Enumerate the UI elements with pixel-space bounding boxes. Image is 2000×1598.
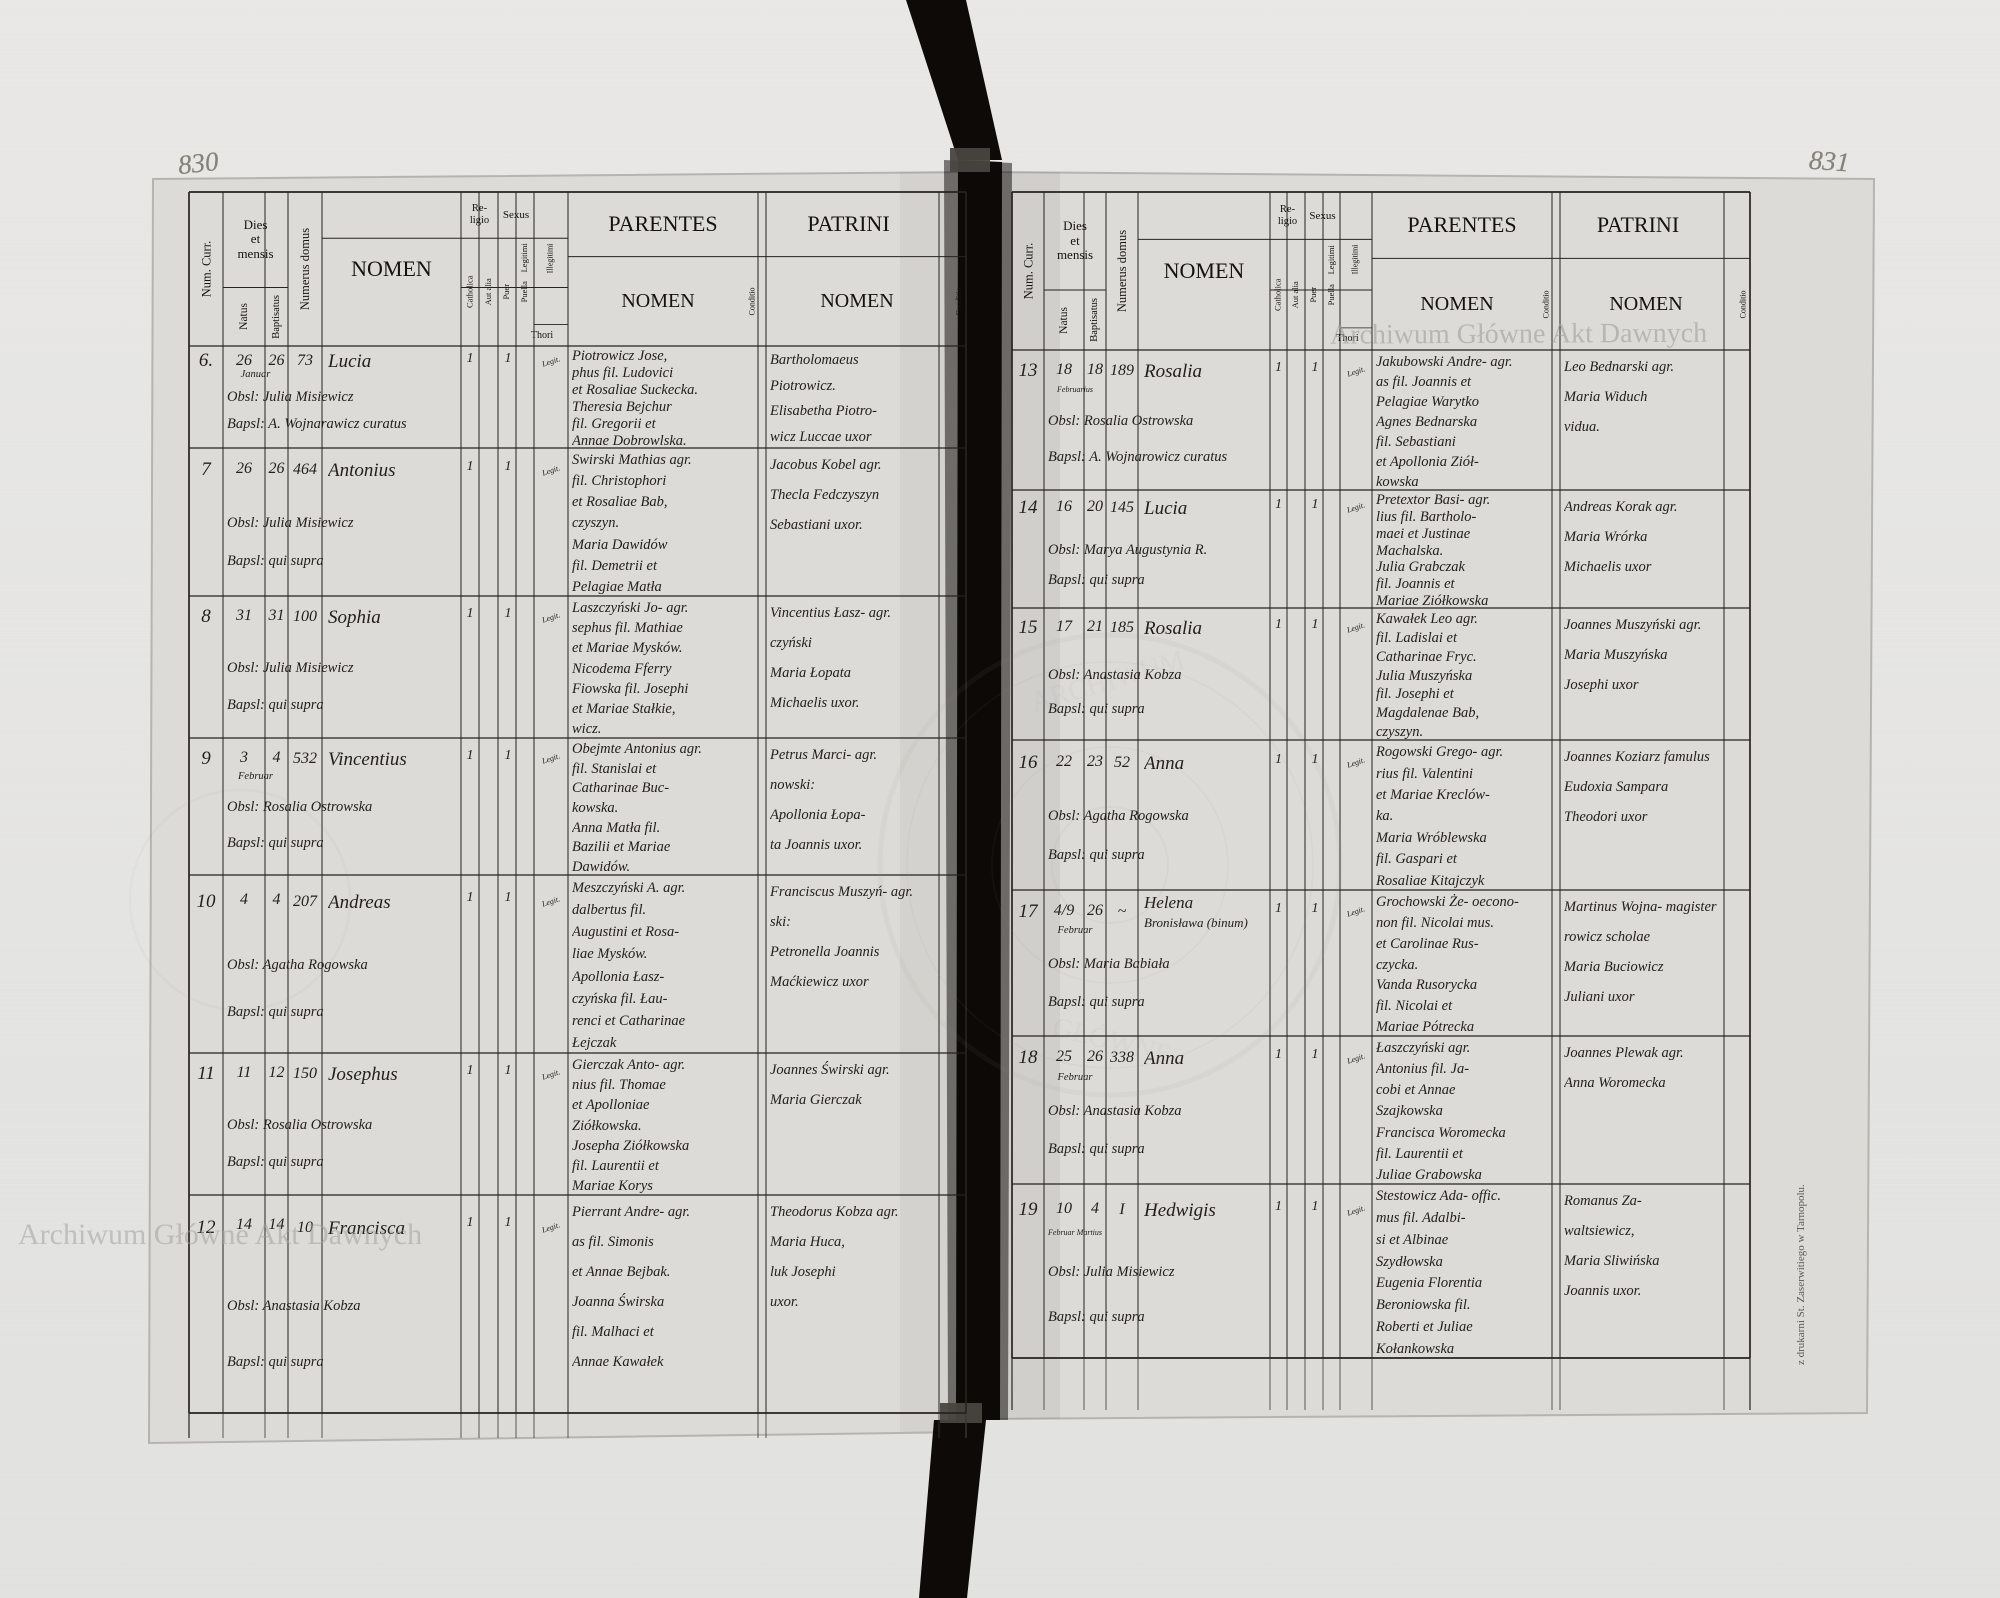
svg-text:ARCHIWUM: ARCHIWUM <box>1027 645 1188 719</box>
svg-text:GŁÓWNE: GŁÓWNE <box>1049 1012 1174 1071</box>
